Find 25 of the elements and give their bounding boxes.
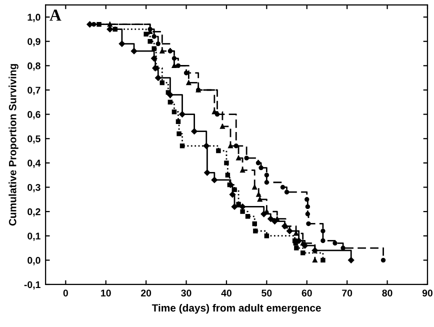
y-tick-label: 0,1: [28, 232, 40, 241]
y-tick-label: -0,1: [24, 281, 40, 290]
x-tick-label: 60: [302, 290, 312, 296]
x-tick-label: 90: [422, 290, 432, 296]
y-tick-label: 0,6: [28, 111, 40, 120]
y-tick-label: 0,7: [28, 86, 40, 96]
y-tick-label: 1,0: [28, 14, 40, 22]
y-tick-label: 0,8: [28, 62, 40, 71]
x-tick-label: 0: [63, 290, 68, 296]
annotation: A: [50, 10, 62, 21]
y-tick-label: 0,5: [28, 135, 40, 144]
y-tick-label: 0,2: [28, 208, 40, 217]
x-tick-label: 70: [342, 290, 352, 296]
y-tick-label: 0,3: [28, 184, 40, 192]
x-tick-label: 30: [181, 290, 192, 297]
x-tick-label: 50: [262, 290, 272, 296]
y-axis-title: Cumulative Proportion Surviving: [8, 64, 18, 226]
x-tick-label: 80: [382, 290, 392, 296]
x-axis-title: Time (days) from adult emergence: [152, 304, 321, 314]
y-tick-label: 0,9: [28, 38, 40, 46]
x-tick-label: 20: [141, 290, 152, 296]
x-tick-label: 40: [221, 290, 232, 296]
x-tick-label: 10: [101, 290, 111, 296]
y-tick-label: 0,4: [28, 160, 41, 168]
y-tick-label: 0,0: [28, 256, 40, 266]
